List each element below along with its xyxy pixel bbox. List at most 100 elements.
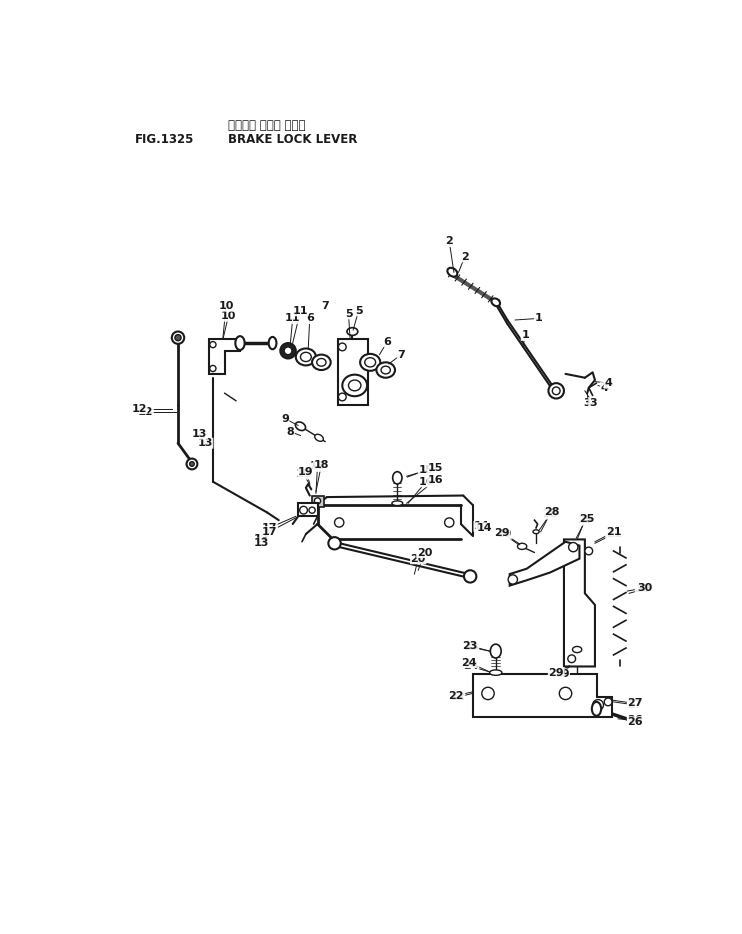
Text: 29: 29 xyxy=(494,528,510,537)
Ellipse shape xyxy=(592,701,601,715)
Text: 10: 10 xyxy=(218,301,234,311)
Ellipse shape xyxy=(315,434,324,442)
Polygon shape xyxy=(312,496,324,507)
Text: 4: 4 xyxy=(604,378,612,389)
Circle shape xyxy=(172,332,184,344)
Text: ブレーキ ロック レバー: ブレーキ ロック レバー xyxy=(229,120,306,133)
Circle shape xyxy=(175,334,181,341)
Ellipse shape xyxy=(317,359,326,366)
Circle shape xyxy=(464,571,476,583)
Ellipse shape xyxy=(349,380,361,390)
Text: 11: 11 xyxy=(285,314,301,323)
Text: 1: 1 xyxy=(522,331,529,340)
Ellipse shape xyxy=(447,268,457,276)
Ellipse shape xyxy=(312,355,331,370)
Text: 13: 13 xyxy=(197,438,213,448)
Text: 29: 29 xyxy=(548,668,564,678)
Circle shape xyxy=(559,687,571,700)
Circle shape xyxy=(568,545,576,553)
Text: 29: 29 xyxy=(496,529,511,539)
Text: 14: 14 xyxy=(476,523,492,533)
Text: 28: 28 xyxy=(542,509,558,519)
Ellipse shape xyxy=(296,348,316,365)
Circle shape xyxy=(585,547,593,555)
Text: 14: 14 xyxy=(474,521,490,531)
Text: 26: 26 xyxy=(628,715,643,726)
Text: 8: 8 xyxy=(286,427,295,436)
Ellipse shape xyxy=(365,358,375,367)
Ellipse shape xyxy=(342,375,367,396)
Ellipse shape xyxy=(235,336,245,350)
Text: 4: 4 xyxy=(600,383,608,392)
Circle shape xyxy=(300,506,307,514)
Circle shape xyxy=(309,507,315,514)
Circle shape xyxy=(210,342,216,347)
Text: 3: 3 xyxy=(583,398,591,408)
Circle shape xyxy=(338,393,347,401)
Text: 19: 19 xyxy=(298,467,314,477)
Text: 16: 16 xyxy=(418,476,434,487)
Ellipse shape xyxy=(381,366,390,374)
Circle shape xyxy=(186,459,197,470)
Text: 25: 25 xyxy=(579,514,594,524)
Ellipse shape xyxy=(301,352,312,361)
Text: 28: 28 xyxy=(544,507,559,517)
Text: 10: 10 xyxy=(220,311,236,321)
Polygon shape xyxy=(510,542,580,586)
Text: 24: 24 xyxy=(462,658,477,668)
Text: 18: 18 xyxy=(309,461,325,472)
Text: 5: 5 xyxy=(355,305,362,316)
Text: 15: 15 xyxy=(418,465,433,475)
Circle shape xyxy=(190,461,194,466)
Circle shape xyxy=(568,543,578,552)
Polygon shape xyxy=(298,503,318,517)
Ellipse shape xyxy=(573,646,582,653)
Text: 30: 30 xyxy=(635,585,651,594)
Text: 20: 20 xyxy=(410,554,426,564)
Text: 12: 12 xyxy=(138,407,153,417)
Text: 11: 11 xyxy=(292,305,308,316)
Text: 17: 17 xyxy=(262,523,278,533)
Text: 7: 7 xyxy=(321,301,329,311)
Circle shape xyxy=(604,698,612,706)
Text: 20: 20 xyxy=(417,547,432,558)
Circle shape xyxy=(315,498,321,504)
Text: 6: 6 xyxy=(306,314,314,323)
Text: 1: 1 xyxy=(534,314,542,323)
Circle shape xyxy=(568,655,576,662)
Text: BRAKE LOCK LEVER: BRAKE LOCK LEVER xyxy=(229,133,358,146)
Text: 22: 22 xyxy=(449,692,464,702)
Text: 23: 23 xyxy=(463,643,479,652)
Ellipse shape xyxy=(393,472,402,484)
Circle shape xyxy=(593,700,603,711)
Polygon shape xyxy=(473,674,612,716)
Text: 2: 2 xyxy=(445,236,453,247)
Ellipse shape xyxy=(491,298,500,306)
Circle shape xyxy=(335,517,344,527)
Circle shape xyxy=(329,537,341,549)
Text: 26: 26 xyxy=(628,717,643,727)
Text: 27: 27 xyxy=(628,700,643,710)
Text: 19: 19 xyxy=(296,469,312,479)
Circle shape xyxy=(210,365,216,372)
Text: 7: 7 xyxy=(397,349,405,360)
Text: 6: 6 xyxy=(384,336,391,347)
Text: 21: 21 xyxy=(606,527,622,537)
Ellipse shape xyxy=(360,354,381,371)
Text: 25: 25 xyxy=(577,516,593,525)
Text: 13: 13 xyxy=(254,538,269,548)
Text: 15: 15 xyxy=(427,463,443,473)
Circle shape xyxy=(284,347,292,355)
Text: 23: 23 xyxy=(462,641,477,651)
Circle shape xyxy=(552,387,560,395)
Polygon shape xyxy=(209,339,240,374)
Text: 13: 13 xyxy=(192,429,207,439)
Text: 21: 21 xyxy=(605,529,621,539)
Text: 24: 24 xyxy=(463,661,479,672)
Circle shape xyxy=(444,517,454,527)
Ellipse shape xyxy=(376,362,395,377)
Text: FIG.1325: FIG.1325 xyxy=(135,133,194,146)
Ellipse shape xyxy=(490,670,502,675)
Text: 17: 17 xyxy=(262,527,278,537)
Text: 29: 29 xyxy=(554,669,569,679)
